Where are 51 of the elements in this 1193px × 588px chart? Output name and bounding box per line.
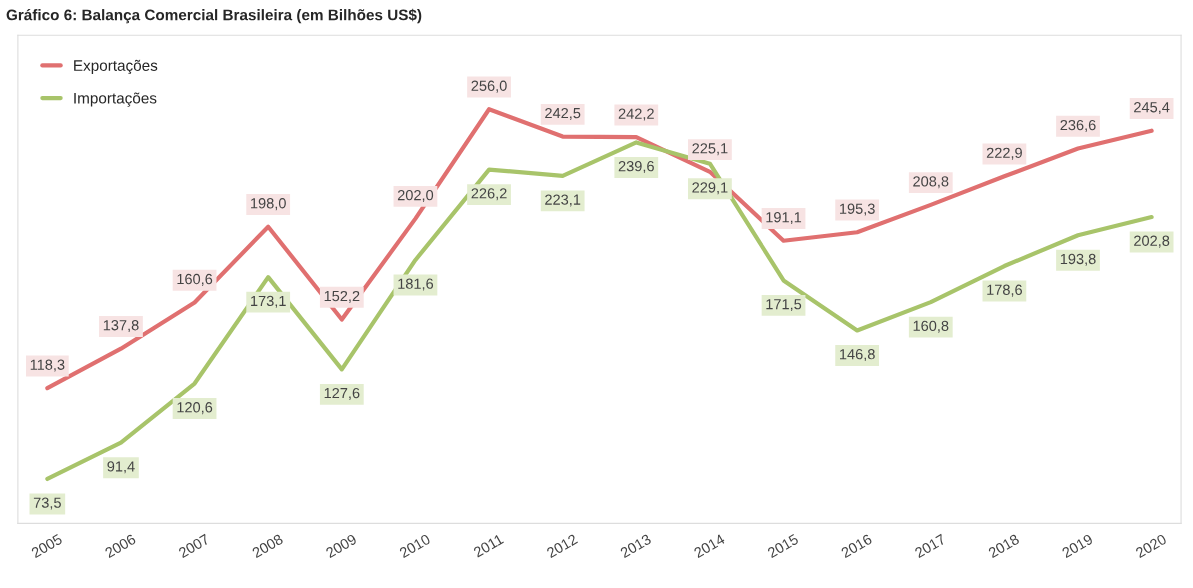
x-tick-label: 2014 [693,533,726,559]
data-label: 160,8 [913,320,949,333]
data-label: 91,4 [107,461,135,474]
data-label: 225,1 [692,143,728,156]
data-label: 239,6 [618,161,654,174]
data-label: 146,8 [840,349,875,362]
data-label: 229,1 [692,182,728,195]
data-label: 222,9 [986,147,1022,160]
x-tick-label: 2010 [398,533,431,559]
data-label: 202,0 [397,189,434,203]
x-tick-label: 2012 [546,533,579,559]
data-label: 178,6 [987,284,1022,297]
data-label: 160,6 [177,273,213,286]
data-label: 198,0 [251,198,286,211]
chart-title: Gráfico 6: Balança Comercial Brasileira (em Bilhões US$) [6,8,422,24]
data-label: 226,2 [471,188,507,201]
legend-label: Importações [74,92,157,107]
data-label: 223,1 [545,194,581,207]
data-label: 171,5 [766,299,802,312]
data-label: 242,2 [618,108,654,121]
data-label: 152,2 [324,290,360,303]
x-tick-label: 2007 [177,533,210,559]
data-label: 181,6 [398,278,434,291]
x-tick-label: 2018 [987,533,1020,559]
x-tick-label: 2016 [840,533,873,559]
data-label: 127,6 [324,387,360,400]
x-tick-label: 2015 [766,533,800,559]
x-tick-label: 2011 [472,533,504,558]
data-label: 242,5 [545,107,581,120]
data-label: 191,1 [766,212,802,225]
data-label: 193,8 [1060,253,1096,266]
x-tick-label: 2006 [104,533,137,559]
x-tick-label: 2008 [251,533,284,559]
x-tick-label: 2005 [30,533,63,559]
data-label: 245,4 [1134,102,1170,115]
data-label: 208,8 [913,176,949,189]
data-label: 137,8 [103,320,139,333]
data-label: 118,3 [30,359,65,372]
x-tick-label: 2020 [1135,533,1168,559]
data-label: 256,0 [471,80,507,93]
data-label: 202,8 [1134,235,1170,248]
x-tick-label: 2019 [1061,533,1094,559]
data-label: 236,6 [1060,119,1096,132]
x-tick-label: 2009 [325,533,358,559]
data-label: 73,5 [33,497,61,510]
data-label: 173,1 [251,295,286,308]
x-tick-label: 2017 [914,533,947,559]
data-label: 120,6 [177,402,213,415]
x-tick-label: 2013 [619,533,652,559]
data-label: 195,3 [840,203,875,216]
legend-label: Exportações [74,59,158,75]
